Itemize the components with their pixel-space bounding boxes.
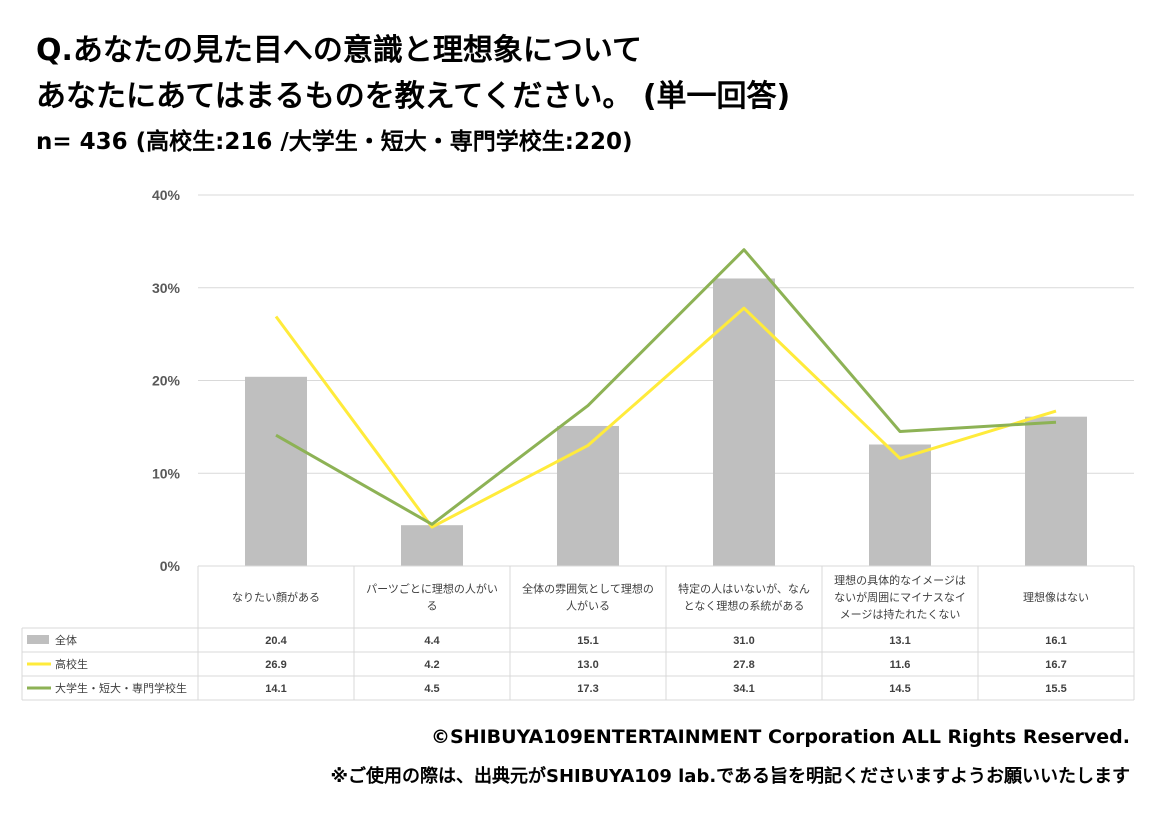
bar: [1025, 416, 1087, 566]
data-cell: 11.6: [890, 659, 911, 671]
data-cell: 16.1: [1045, 635, 1066, 647]
data-cell: 26.9: [265, 659, 286, 671]
category-label: 理想像はない: [1023, 590, 1089, 604]
data-cell: 34.1: [733, 683, 754, 695]
category-label: 理想の具体的なイメージは: [834, 573, 966, 587]
category-label: なりたい顔がある: [232, 590, 320, 604]
chart-title-line1: Q.あなたの見た目への意識と理想象について: [36, 33, 642, 68]
series-line: [274, 306, 1057, 529]
copyright-footer: ©SHIBUYA109ENTERTAINMENT Corporation ALL…: [431, 726, 1130, 748]
legend-label: 高校生: [55, 657, 88, 671]
legend-key: [27, 635, 49, 644]
data-cell: 17.3: [577, 683, 598, 695]
category-label: ないが周囲にマイナスなイ: [834, 590, 966, 604]
category-label: となく理想の系統がある: [684, 599, 805, 613]
bar: [245, 376, 307, 566]
data-cell: 13.1: [889, 635, 910, 647]
bar: [713, 278, 775, 566]
bar: [557, 425, 619, 566]
data-cell: 16.7: [1045, 659, 1066, 671]
bar: [869, 444, 931, 566]
y-tick-label: 30%: [152, 280, 181, 296]
usage-note-footer: ※ご使用の際は、出典元がSHIBUYA109 lab.である旨を明記くださいます…: [330, 766, 1131, 787]
data-cell: 31.0: [733, 635, 754, 647]
y-tick-label: 20%: [152, 373, 181, 389]
chart-title-line2: あなたにあてはまるものを教えてください。 (単一回答): [36, 79, 791, 114]
data-cell: 4.2: [424, 659, 439, 671]
bar: [401, 525, 463, 566]
data-cell: 4.5: [424, 683, 439, 695]
data-cell: 15.5: [1045, 683, 1066, 695]
data-cell: 14.1: [265, 683, 286, 695]
legend-label: 全体: [55, 633, 77, 647]
category-label: 全体の雰囲気として理想の: [522, 582, 654, 596]
y-tick-label: 10%: [152, 465, 181, 481]
data-cell: 14.5: [889, 683, 910, 695]
data-cell: 20.4: [265, 635, 287, 647]
category-label: 人がいる: [566, 599, 610, 613]
data-cell: 15.1: [577, 635, 598, 647]
data-cell: 4.4: [424, 635, 440, 647]
category-label: メージは持たれたくない: [840, 607, 961, 621]
y-tick-label: 40%: [152, 187, 181, 203]
category-label: パーツごとに理想の人がい: [366, 582, 498, 596]
data-cell: 27.8: [733, 659, 754, 671]
legend-label: 大学生・短大・専門学校生: [55, 681, 187, 695]
y-tick-label: 0%: [160, 558, 181, 574]
category-label: る: [427, 600, 438, 613]
category-label: 特定の人はいないが、なん: [678, 582, 810, 596]
sample-size-subtitle: n= 436 (高校生:216 /大学生・短大・専門学校生:220): [36, 129, 633, 155]
series-line: [275, 248, 1057, 526]
data-cell: 13.0: [577, 659, 598, 671]
